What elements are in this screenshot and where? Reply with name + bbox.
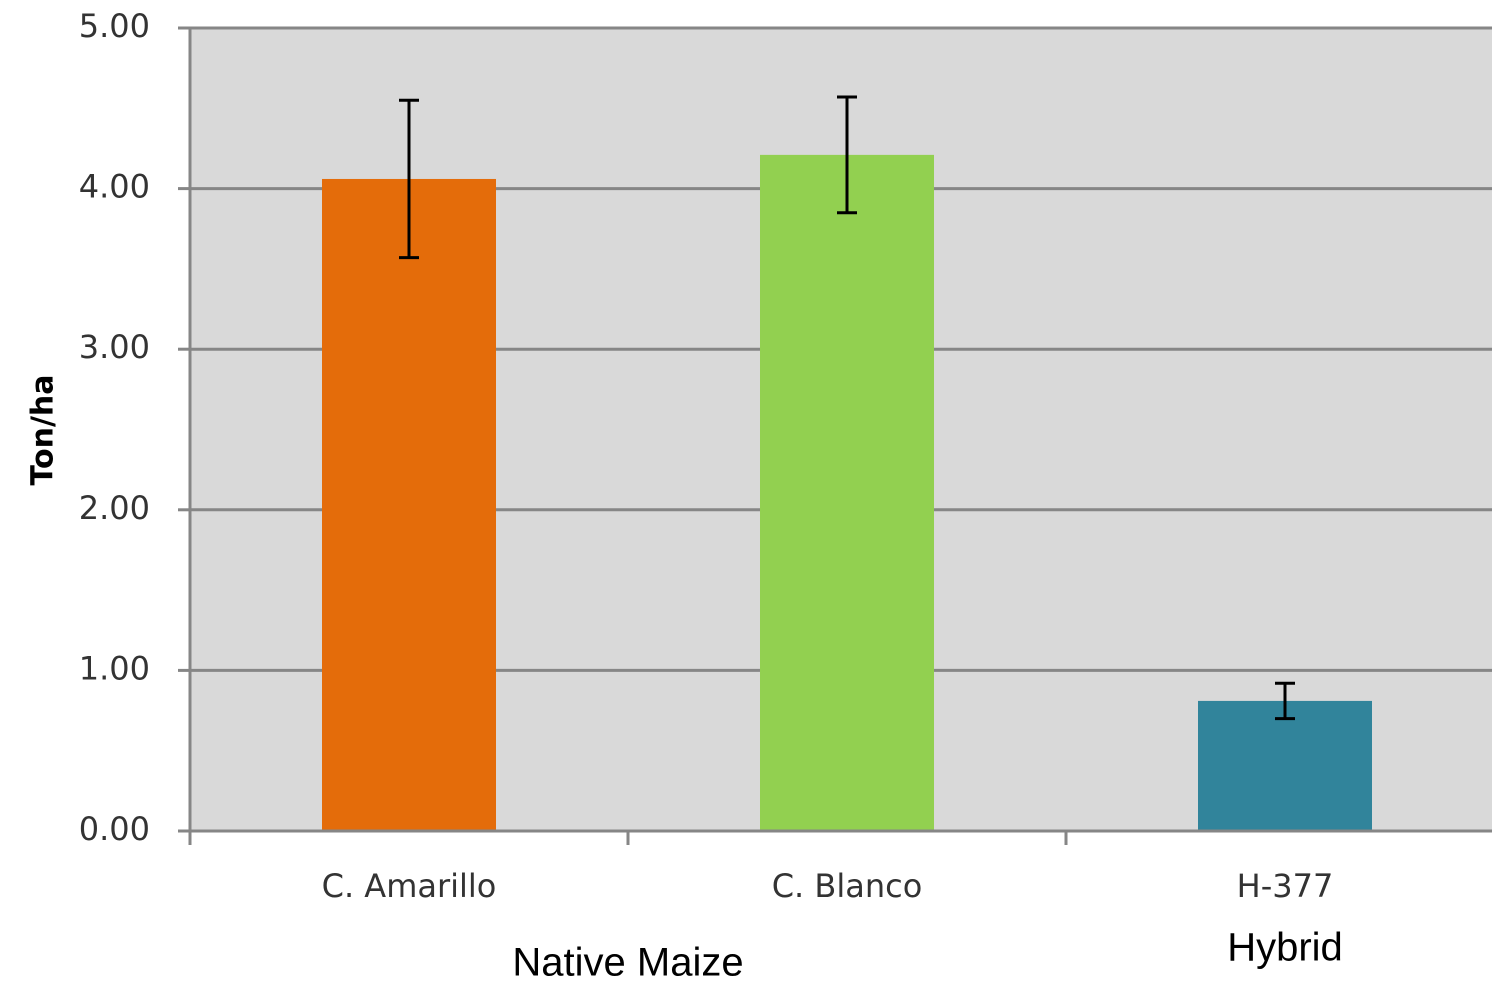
x-category-labels: C. Amarillo C. Blanco H-377 xyxy=(322,867,1334,905)
y-axis-label: Ton/ha xyxy=(26,374,61,485)
y-tick-label: 2.00 xyxy=(79,489,150,527)
y-tick-label: 4.00 xyxy=(79,168,150,206)
group-labels: Native Maize Hybrid xyxy=(512,926,1342,985)
y-tick-label: 0.00 xyxy=(79,810,150,848)
group-label: Native Maize xyxy=(512,941,743,985)
error-bars xyxy=(399,95,1295,721)
bar xyxy=(760,154,934,831)
axes xyxy=(188,28,1492,845)
y-tick-label: 1.00 xyxy=(79,649,150,687)
x-category-label: H-377 xyxy=(1237,867,1334,905)
y-tick-label: 3.00 xyxy=(79,328,150,366)
y-tick-labels: 0.00 1.00 2.00 3.00 4.00 5.00 xyxy=(79,7,190,848)
bar xyxy=(1198,700,1372,831)
bar xyxy=(322,178,496,832)
x-category-label: C. Blanco xyxy=(772,867,923,905)
y-tick-label: 5.00 xyxy=(79,7,150,45)
group-label: Hybrid xyxy=(1227,926,1343,970)
bars xyxy=(322,154,1372,832)
x-category-label: C. Amarillo xyxy=(322,867,497,905)
